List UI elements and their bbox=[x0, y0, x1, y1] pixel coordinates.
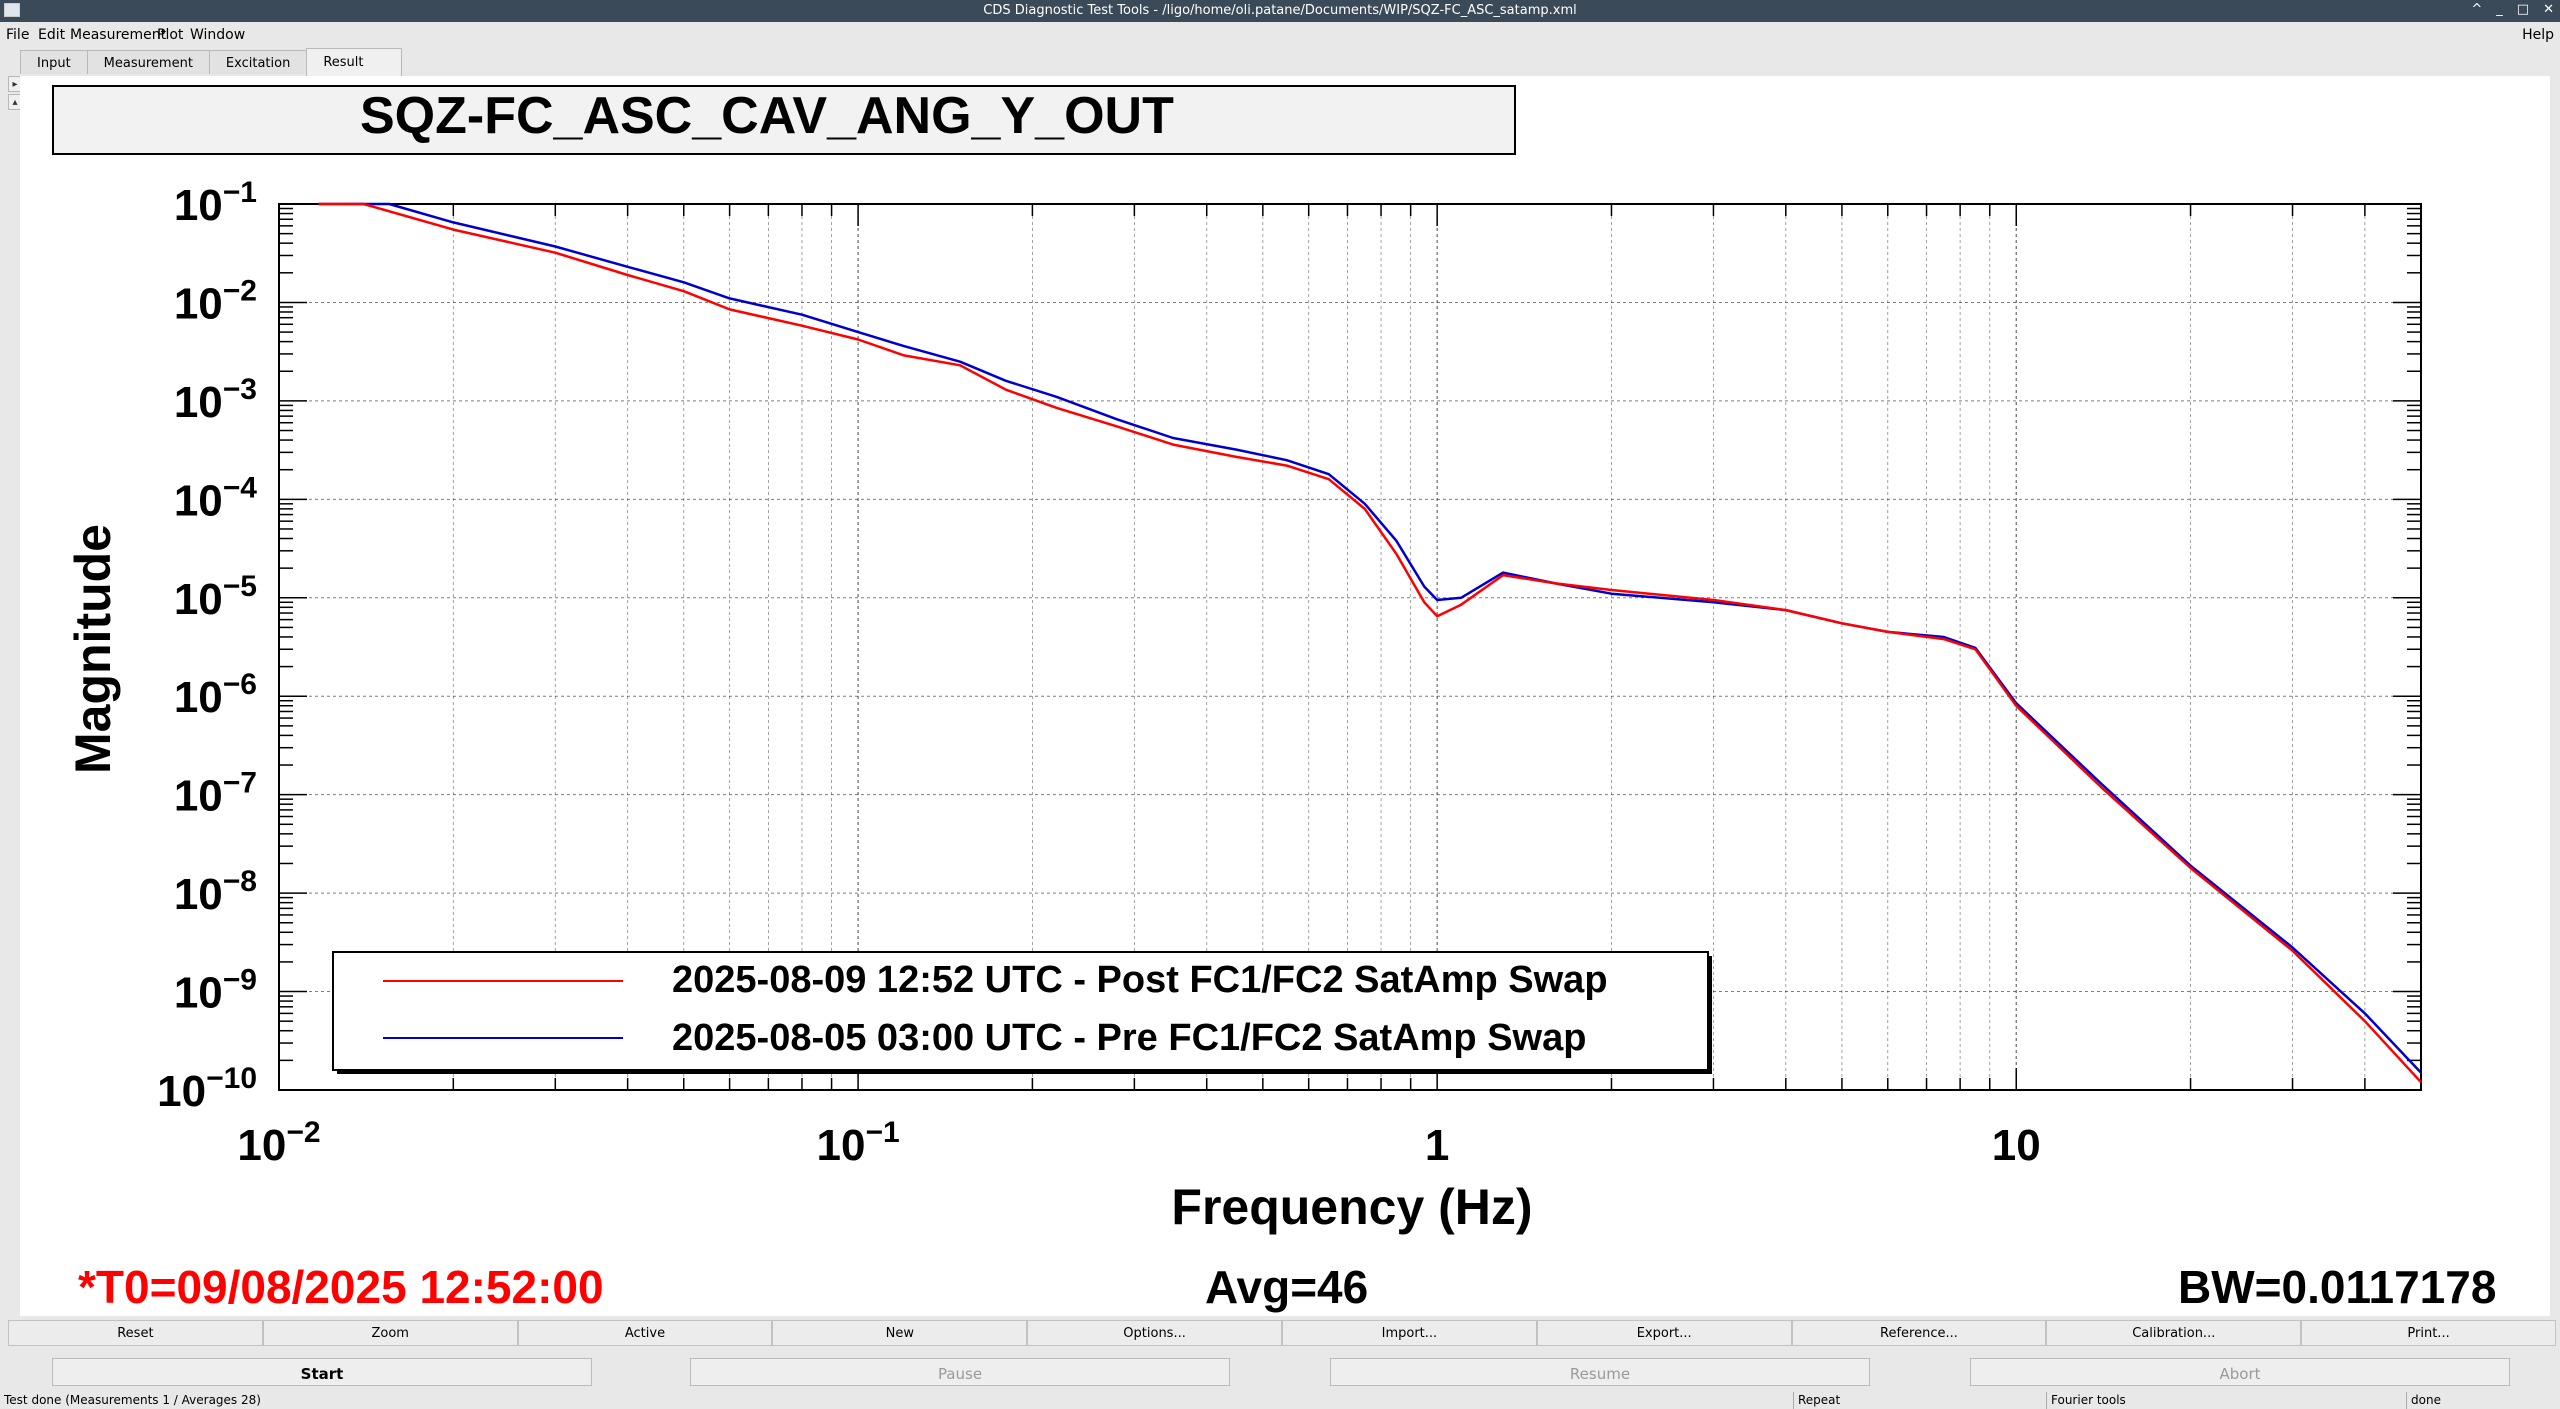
y-tick-label: 10−2 bbox=[174, 274, 257, 328]
menu-edit[interactable]: Edit bbox=[38, 27, 66, 43]
y-tick-label: 10−3 bbox=[174, 373, 257, 427]
x-tick-labels: 10−2 10−1 1 10 bbox=[237, 1116, 2040, 1170]
abort-button[interactable]: Abort bbox=[1970, 1358, 2510, 1386]
window-controls: ^ _ □ ✕ bbox=[2471, 2, 2554, 17]
start-button[interactable]: Start bbox=[52, 1358, 592, 1386]
y-tick-label: 10−5 bbox=[174, 570, 257, 624]
legend-label-pre: 2025-08-05 03:00 UTC - Pre FC1/FC2 SatAm… bbox=[672, 1017, 1586, 1059]
calibration-button[interactable]: Calibration... bbox=[2046, 1320, 2302, 1346]
menu-measurement[interactable]: Measurement bbox=[70, 27, 167, 43]
x-tick-label: 10−1 bbox=[816, 1116, 899, 1170]
plot-toolbar: Reset Zoom Active New Options... Import.… bbox=[8, 1320, 2556, 1346]
new-button[interactable]: New bbox=[772, 1320, 1028, 1346]
plot-frame bbox=[278, 203, 2422, 1091]
print-button[interactable]: Print... bbox=[2301, 1320, 2556, 1346]
help-window-icon[interactable]: ^ bbox=[2471, 2, 2483, 17]
import-button[interactable]: Import... bbox=[1281, 1320, 1537, 1346]
export-button[interactable]: Export... bbox=[1536, 1320, 1792, 1346]
reference-button[interactable]: Reference... bbox=[1791, 1320, 2047, 1346]
plot-title-box bbox=[52, 85, 1516, 155]
bw-label: BW=0.0117178 bbox=[2178, 1261, 2497, 1313]
menu-plot[interactable]: Plot bbox=[157, 27, 184, 43]
t0-label: *T0=09/08/2025 12:52:00 bbox=[78, 1261, 604, 1313]
x-tick-label: 1 bbox=[1425, 1121, 1449, 1170]
menu-window[interactable]: Window bbox=[190, 27, 246, 43]
tab-excitation[interactable]: Excitation bbox=[208, 50, 308, 74]
menu-file[interactable]: File bbox=[6, 27, 30, 43]
tab-result[interactable]: Result bbox=[306, 48, 403, 76]
pause-button[interactable]: Pause bbox=[690, 1358, 1230, 1386]
status-bar: Test done (Measurements 1 / Averages 28)… bbox=[0, 1392, 2560, 1409]
minimize-icon[interactable]: _ bbox=[2496, 2, 2503, 17]
tab-measurement[interactable]: Measurement bbox=[86, 50, 210, 74]
active-button[interactable]: Active bbox=[517, 1320, 773, 1346]
tab-input[interactable]: Input bbox=[20, 50, 88, 74]
resume-button[interactable]: Resume bbox=[1330, 1358, 1870, 1386]
status-repeat: Repeat bbox=[1793, 1392, 1844, 1409]
y-tick-label: 10−1 bbox=[174, 176, 257, 230]
x-tick-label: 10−2 bbox=[237, 1116, 320, 1170]
y-axis-label: Magnitude bbox=[65, 524, 121, 774]
legend-box bbox=[332, 951, 1709, 1071]
plot-canvas[interactable]: SQZ-FC_ASC_CAV_ANG_Y_OUT 10−110−210−310−… bbox=[20, 76, 2550, 1316]
avg-label: Avg=46 bbox=[1205, 1261, 1369, 1313]
zoom-button[interactable]: Zoom bbox=[262, 1320, 518, 1346]
plot-info-bar: *T0=09/08/2025 12:52:00 Avg=46 BW=0.0117… bbox=[0, 1230, 2560, 1313]
window-titlebar: CDS Diagnostic Test Tools - /ligo/home/o… bbox=[0, 0, 2560, 22]
y-tick-labels: 10−1 10−2 10−3 10−4 10−5 10−6 10−7 10−8 10−9 10−1… bbox=[157, 176, 257, 1116]
y-tick-label: 10−6 bbox=[174, 668, 257, 722]
status-main: Test done (Measurements 1 / Averages 28) bbox=[4, 1393, 261, 1407]
legend[interactable]: 2025-08-09 12:52 UTC - Post FC1/FC2 SatA… bbox=[332, 951, 1712, 1074]
app-icon[interactable] bbox=[4, 3, 20, 17]
y-tick-label: 10−10 bbox=[157, 1062, 257, 1116]
y-tick-label: 10−7 bbox=[174, 767, 257, 821]
close-icon[interactable]: ✕ bbox=[2543, 2, 2554, 17]
options-button[interactable]: Options... bbox=[1027, 1320, 1282, 1346]
series-pre-line bbox=[318, 202, 2422, 1074]
status-fourier: Fourier tools bbox=[2046, 1392, 2130, 1409]
plot-title: SQZ-FC_ASC_CAV_ANG_Y_OUT bbox=[360, 87, 1174, 145]
menu-help[interactable]: Help bbox=[2522, 27, 2554, 43]
menu-bar: File Edit Measurement Plot Window Help bbox=[0, 22, 2560, 48]
tab-bar: Input Measurement Excitation Result bbox=[20, 48, 403, 76]
plot-series bbox=[318, 202, 2422, 1084]
status-state: done bbox=[2406, 1392, 2445, 1409]
y-tick-label: 10−4 bbox=[174, 471, 257, 525]
x-tick-label: 10 bbox=[1992, 1121, 2041, 1170]
y-tick-label: 10−9 bbox=[174, 964, 257, 1018]
plot-pane[interactable]: SQZ-FC_ASC_CAV_ANG_Y_OUT 10−1 10−2 10−3 10−… bbox=[20, 76, 2550, 1316]
legend-label-post: 2025-08-09 12:52 UTC - Post FC1/FC2 SatA… bbox=[672, 959, 1608, 1001]
measurement-controls: Start Pause Resume Abort bbox=[0, 1358, 2560, 1388]
y-tick-label: 10−8 bbox=[174, 865, 257, 919]
x-axis-label: Frequency (Hz) bbox=[1171, 1179, 1532, 1235]
window-title: CDS Diagnostic Test Tools - /ligo/home/o… bbox=[983, 3, 1577, 18]
reset-button[interactable]: Reset bbox=[8, 1320, 263, 1346]
legend-shadow-right bbox=[1708, 956, 1712, 1074]
maximize-icon[interactable]: □ bbox=[2516, 2, 2530, 17]
series-post-line bbox=[318, 202, 2422, 1084]
legend-shadow-bottom bbox=[337, 1070, 1712, 1074]
